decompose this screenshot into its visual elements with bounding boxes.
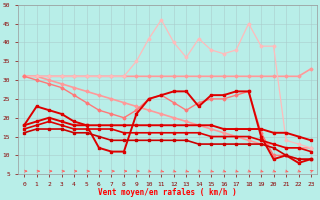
X-axis label: Vent moyen/en rafales ( km/h ): Vent moyen/en rafales ( km/h ) [98,188,237,197]
